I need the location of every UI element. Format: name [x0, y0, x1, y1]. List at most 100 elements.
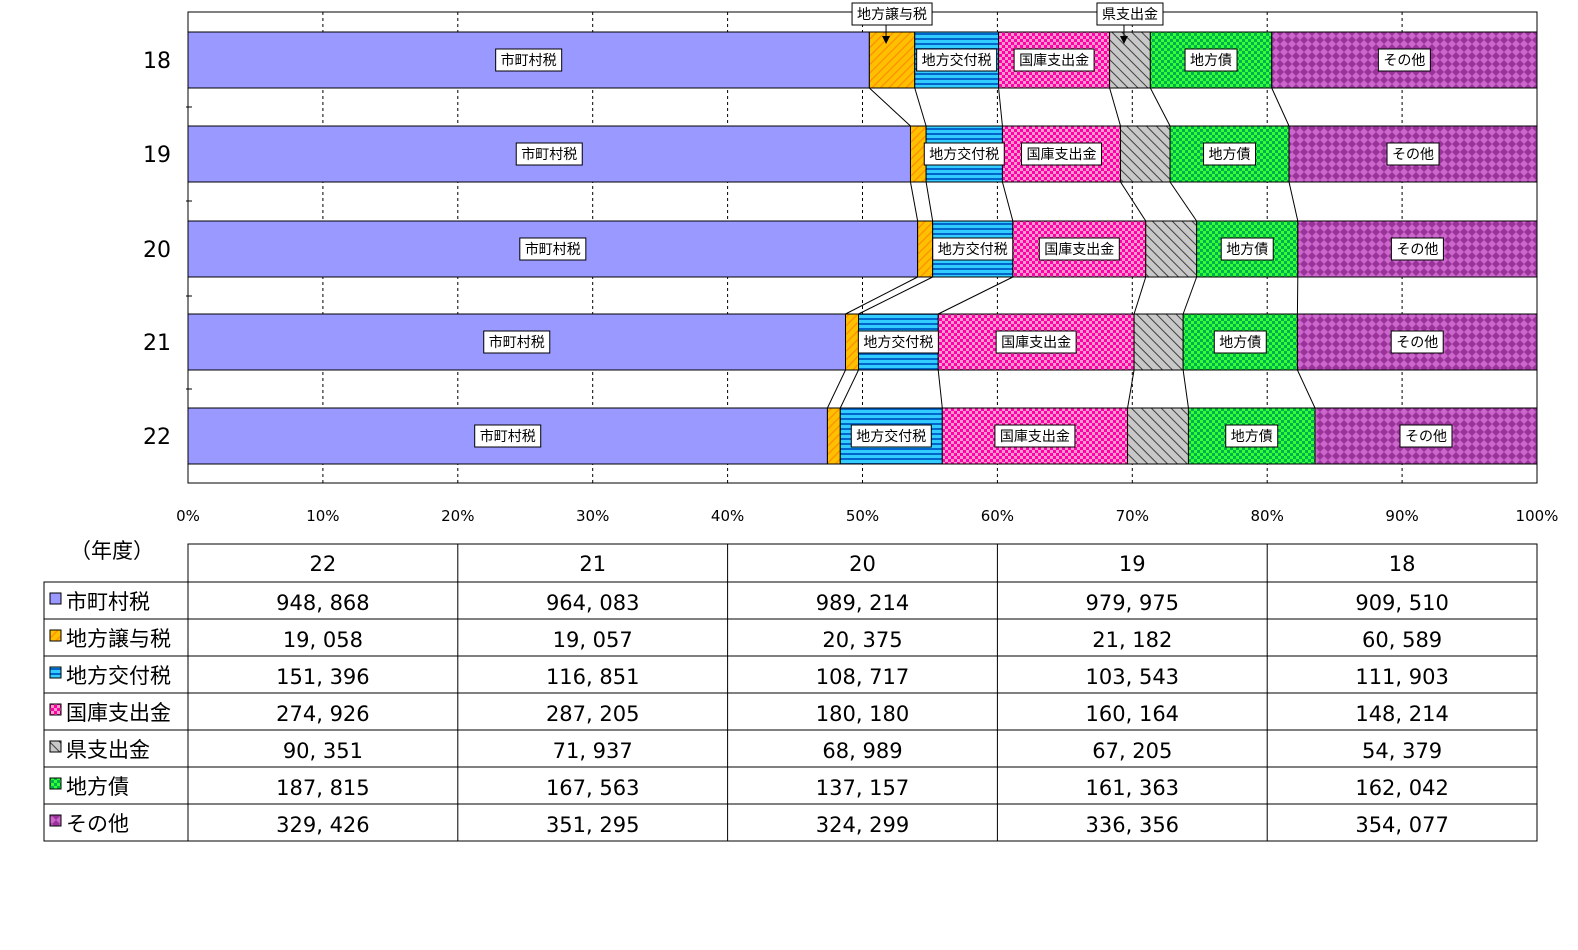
data-label: 市町村税	[489, 334, 545, 351]
data-label: 国庫支出金	[1001, 334, 1071, 351]
data-label-box	[1203, 142, 1257, 166]
table-cell: 116, 851	[546, 665, 640, 689]
bar-segment	[1109, 31, 1151, 89]
x-axis-ticks: 0% 10% 20% 30% 40% 50% 60% 70% 80% 90% 100%	[176, 507, 1558, 525]
series-line	[1288, 181, 1299, 222]
table-cell: 979, 975	[1086, 591, 1180, 615]
data-label: その他	[1396, 335, 1438, 351]
x-tick-label: 40%	[711, 507, 744, 525]
data-table: （年度） 22 21 20 19 18 市町村税 948, 868 964, 083 989, 2…	[43, 539, 1538, 842]
table-column-header: 20	[849, 552, 876, 576]
table-cell: 324, 299	[816, 813, 910, 837]
callout-arrow	[882, 36, 891, 44]
x-tick-label: 10%	[306, 507, 339, 525]
bar-segment	[1133, 313, 1184, 371]
category-label: 19	[143, 143, 171, 168]
x-tick-label: 30%	[576, 507, 609, 525]
data-label: その他	[1392, 147, 1434, 163]
series-line	[909, 181, 919, 222]
table-cell: 162, 042	[1355, 776, 1449, 800]
table-cell: 148, 214	[1355, 702, 1449, 726]
callout-box	[1096, 2, 1164, 26]
data-label: 地方交付税	[856, 428, 926, 445]
table-row-label: 地方交付税	[66, 664, 171, 688]
series-line	[925, 181, 934, 222]
series-line	[858, 276, 933, 315]
bars	[187, 31, 1538, 465]
legend-key	[49, 592, 62, 605]
table-row-label: 市町村税	[66, 590, 150, 614]
x-tick-label: 60%	[981, 507, 1014, 525]
series-line	[937, 276, 1014, 315]
callout-labels: 地方譲与税 県支出金	[851, 2, 1164, 44]
category-label: 21	[143, 331, 171, 356]
table-cell: 180, 180	[816, 702, 910, 726]
series-line	[1169, 181, 1198, 222]
table-corner-label: （年度）	[70, 539, 154, 563]
data-label-box	[994, 424, 1076, 448]
series-line	[1149, 87, 1171, 127]
series-line	[1001, 181, 1014, 222]
legend-key	[49, 629, 62, 642]
callout-box	[851, 2, 933, 26]
category-label: 18	[143, 49, 171, 74]
data-label: 市町村税	[525, 241, 581, 258]
table-cell: 103, 543	[1086, 665, 1180, 689]
bar-segment	[826, 407, 841, 465]
data-label-box	[483, 330, 551, 354]
data-label: 国庫支出金	[1019, 52, 1089, 69]
data-label-box	[1013, 48, 1095, 72]
table-cell: 964, 083	[546, 591, 640, 615]
table-row-label: 国庫支出金	[66, 701, 171, 725]
x-tick-label: 20%	[441, 507, 474, 525]
table-cell: 354, 077	[1355, 813, 1449, 837]
table-cell: 21, 182	[1092, 628, 1172, 652]
data-label-box	[1386, 142, 1440, 166]
table-cell: 60, 589	[1362, 628, 1442, 652]
data-label: 国庫支出金	[1044, 241, 1114, 258]
table-cell: 19, 058	[283, 628, 363, 652]
series-line	[1182, 369, 1189, 409]
data-label: 地方交付税	[929, 146, 999, 163]
x-tick-label: 100%	[1516, 507, 1559, 525]
data-label: 市町村税	[501, 52, 557, 69]
table-cell: 68, 989	[822, 739, 902, 763]
table-row-label: 県支出金	[66, 738, 150, 762]
callout-arrow	[1119, 36, 1128, 44]
series-line	[937, 369, 943, 409]
table-cell: 287, 205	[546, 702, 640, 726]
series-lines	[826, 87, 1316, 409]
series-line	[998, 87, 1003, 127]
legend-key	[49, 703, 62, 716]
table-cell: 108, 717	[816, 665, 910, 689]
table-cell: 329, 426	[276, 813, 370, 837]
x-tick-label: 0%	[176, 507, 200, 525]
series-line	[845, 276, 918, 315]
series-line	[1127, 369, 1135, 409]
x-tick-label: 70%	[1116, 507, 1149, 525]
data-label: 地方債	[1209, 147, 1251, 163]
bar-segment	[868, 31, 916, 89]
data-label-box	[1390, 237, 1444, 261]
legend-key	[49, 777, 62, 790]
callout-label: 地方譲与税	[857, 7, 927, 23]
table-cell: 909, 510	[1355, 591, 1449, 615]
data-label: 地方債	[1231, 429, 1273, 445]
data-label-box	[916, 48, 998, 72]
data-label: 地方交付税	[938, 241, 1008, 258]
data-label-box	[932, 237, 1014, 261]
data-label-box	[923, 142, 1005, 166]
data-label: その他	[1396, 242, 1438, 258]
category-labels: 18 19 20 21 22	[143, 49, 171, 450]
series-line	[1109, 87, 1121, 127]
data-label: その他	[1405, 429, 1447, 445]
table-cell: 336, 356	[1086, 813, 1180, 837]
legend-key	[49, 666, 62, 679]
data-label: その他	[1383, 53, 1425, 69]
data-label-box	[995, 330, 1077, 354]
data-label-box	[474, 424, 542, 448]
table-cell: 90, 351	[283, 739, 363, 763]
x-tick-label: 90%	[1385, 507, 1418, 525]
series-line	[1120, 181, 1147, 222]
